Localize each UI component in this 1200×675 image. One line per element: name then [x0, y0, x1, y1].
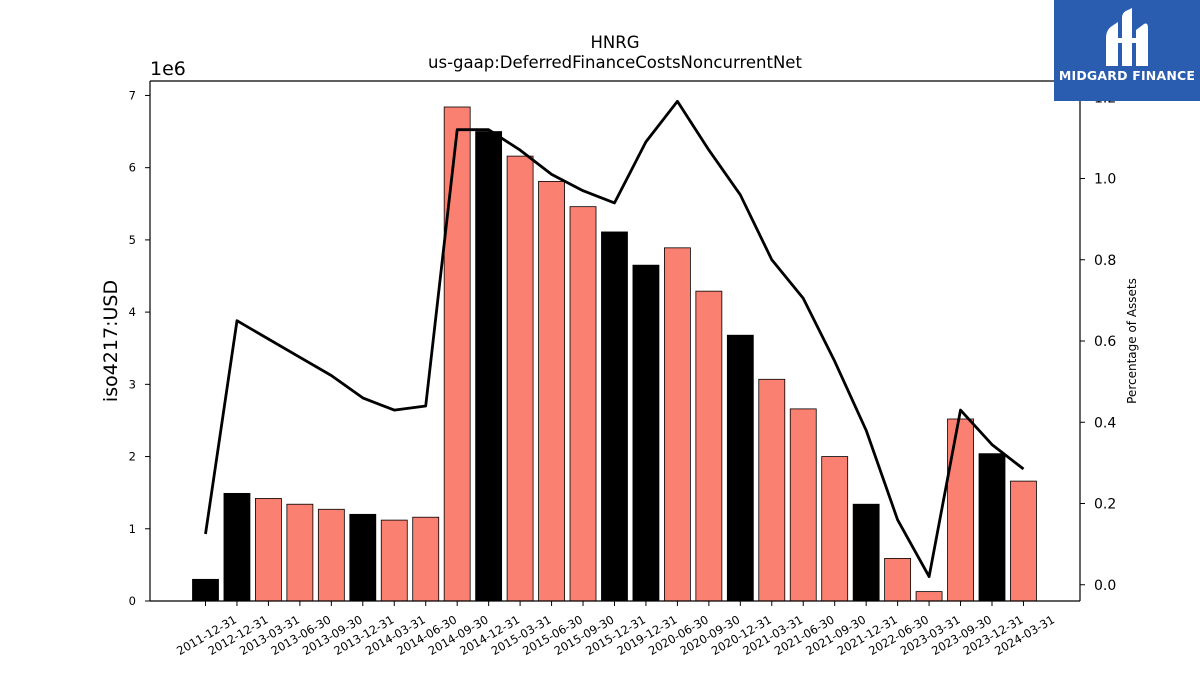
- x-ticks: 2011-12-312012-12-312013-03-312013-06-30…: [174, 601, 1057, 658]
- y2-tick-label: 0.4: [1094, 415, 1116, 431]
- bar: [317, 508, 345, 602]
- y-ticks: 0 1 2 3 4 5 6 7: [129, 88, 150, 608]
- y-tick-label: 4: [129, 305, 136, 319]
- y-tick-label: 6: [129, 161, 136, 175]
- chart-title: HNRG: [590, 33, 639, 52]
- logo-mark-icon: [1106, 8, 1148, 66]
- bar: [884, 557, 912, 602]
- y-tick-label: 5: [129, 233, 136, 247]
- bar: [412, 516, 440, 602]
- bar: [789, 408, 817, 602]
- y-tick-label: 1: [129, 522, 136, 536]
- y-tick-label: 3: [129, 377, 136, 391]
- brand-logo: MIDGARD FINANCE: [1054, 0, 1200, 101]
- bar: [380, 519, 408, 602]
- y2-ticks: 0.00.20.40.60.81.01.2: [1080, 90, 1116, 594]
- bar: [695, 290, 723, 602]
- y-axis-label: iso4217:USD: [100, 280, 122, 402]
- bar-group: [192, 106, 1037, 602]
- bar: [821, 456, 849, 602]
- bar: [852, 503, 880, 602]
- y2-tick-label: 1.0: [1094, 172, 1116, 188]
- y-tick-label: 0: [129, 594, 136, 608]
- bar: [978, 453, 1006, 602]
- y-scale-label: 1e6: [150, 58, 186, 80]
- y2-tick-label: 0.2: [1094, 497, 1116, 513]
- y2-axis-label: Percentage of Assets: [1125, 278, 1139, 404]
- bar: [349, 513, 377, 602]
- line-series: [204, 99, 1025, 578]
- line-path: [204, 99, 1025, 578]
- bar: [223, 492, 251, 602]
- bar: [286, 503, 314, 602]
- bar: [538, 180, 565, 602]
- bar: [443, 106, 471, 602]
- bar: [632, 264, 660, 602]
- bar: [726, 334, 754, 602]
- bar: [915, 591, 943, 602]
- y2-tick-label: 0.8: [1094, 253, 1116, 269]
- bar: [664, 247, 691, 602]
- bar: [758, 378, 786, 602]
- bar: [947, 418, 974, 602]
- bar: [255, 498, 282, 602]
- bar: [506, 155, 534, 602]
- logo-text: MIDGARD FINANCE: [1058, 68, 1196, 83]
- chart-subtitle: us-gaap:DeferredFinanceCostsNoncurrentNe…: [428, 53, 802, 72]
- bar: [569, 206, 597, 602]
- y-tick-label: 2: [129, 450, 136, 464]
- bar: [601, 231, 628, 602]
- bar: [192, 578, 219, 602]
- bar: [1010, 480, 1037, 602]
- y-tick-label: 7: [129, 88, 136, 102]
- bar: [475, 131, 503, 602]
- y2-tick-label: 0.6: [1094, 334, 1116, 350]
- y2-tick-label: 0.0: [1094, 578, 1116, 594]
